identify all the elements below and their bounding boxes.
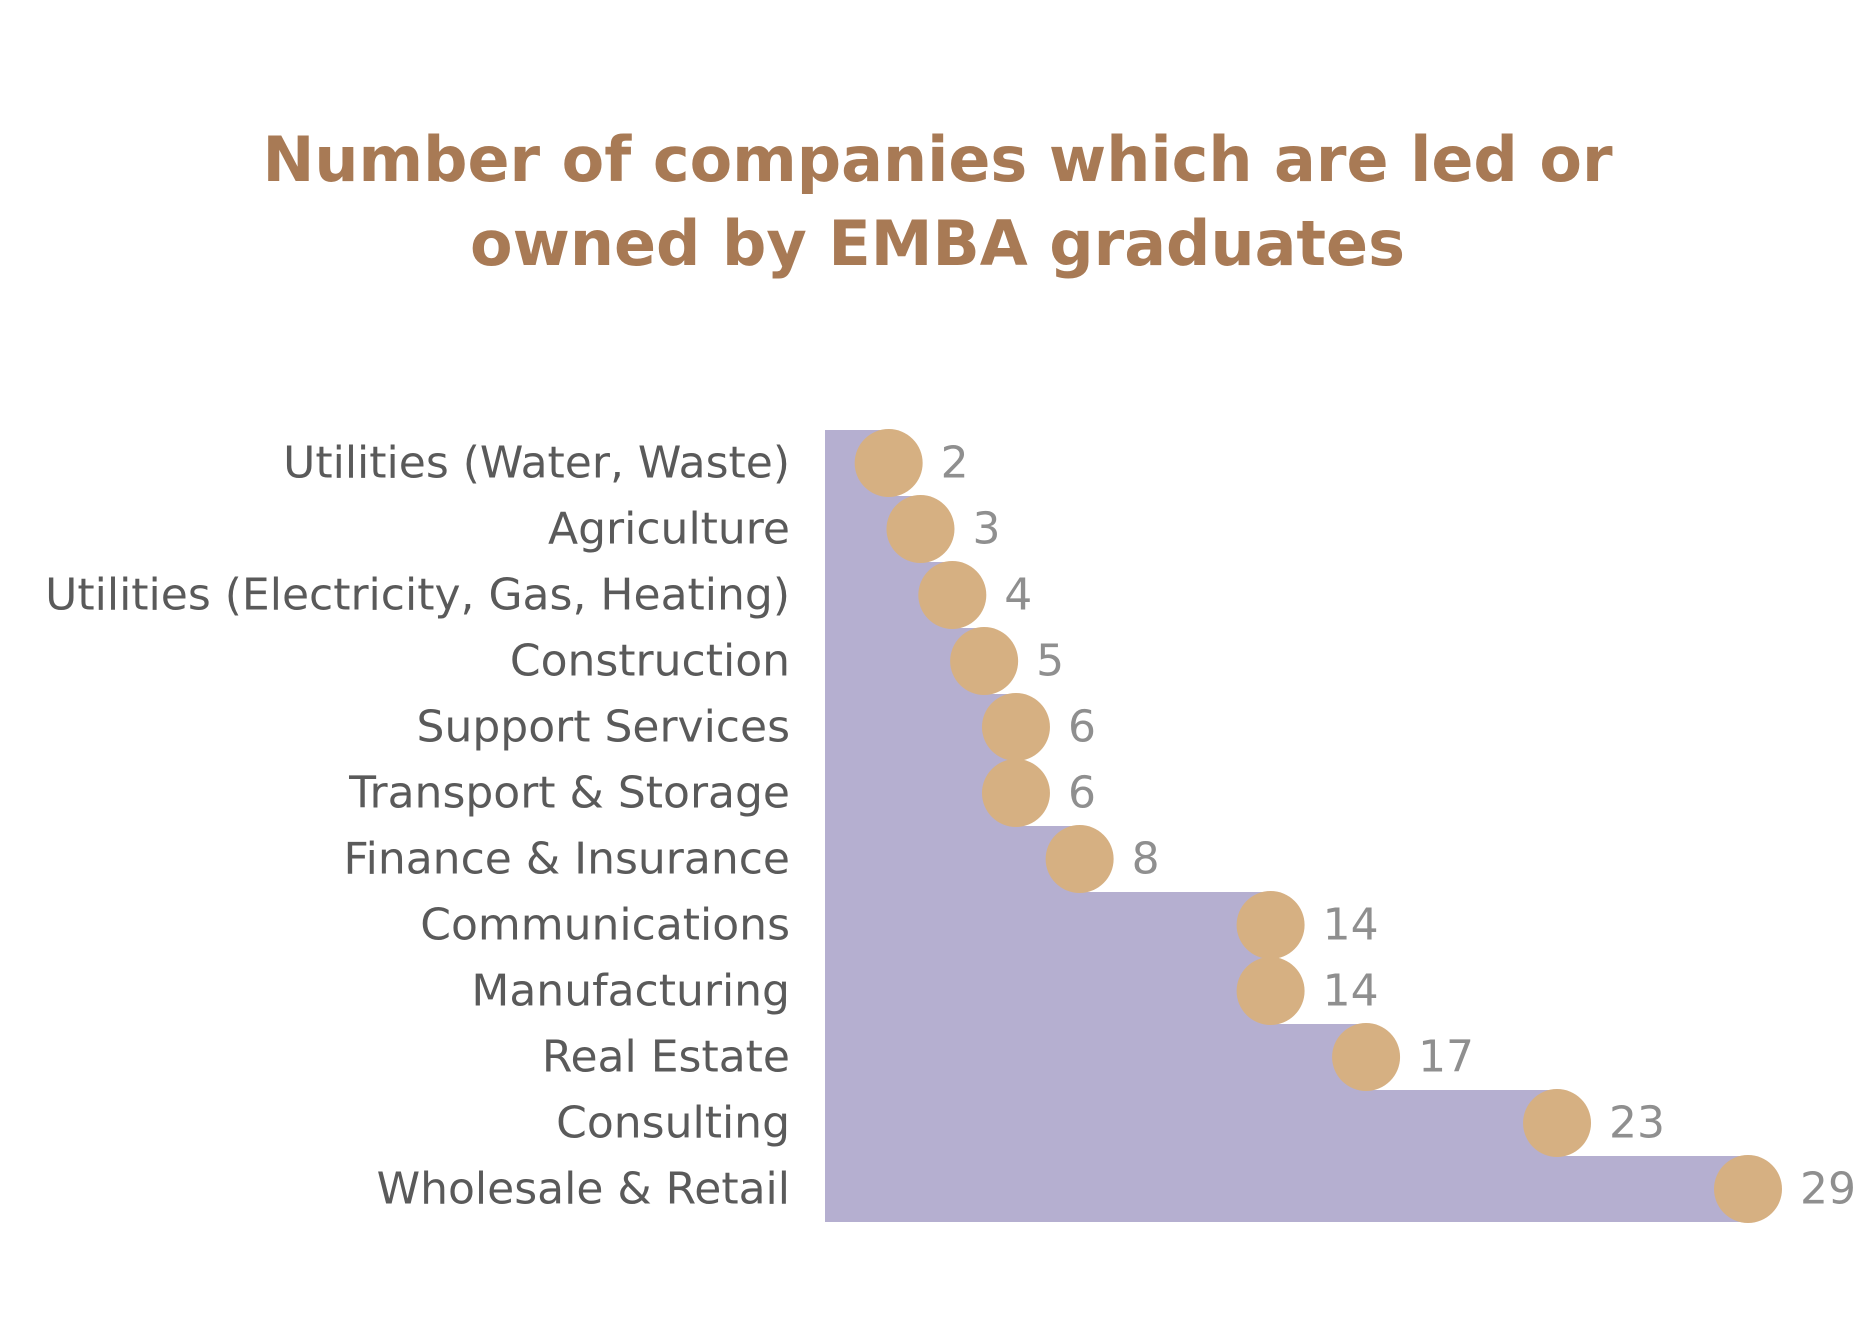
data-point-marker: [918, 561, 987, 629]
data-value-label: 17: [1418, 1032, 1474, 1083]
category-label: Manufacturing: [471, 966, 790, 1017]
category-label: Communications: [420, 900, 790, 951]
chart-title-line-1: Number of companies which are led or: [262, 123, 1613, 196]
category-label: Support Services: [417, 702, 790, 753]
category-label: Utilities (Electricity, Gas, Heating): [45, 570, 790, 621]
data-point-marker: [854, 429, 923, 497]
category-label: Real Estate: [542, 1032, 790, 1083]
marker-layer: [854, 429, 1782, 1223]
data-value-label: 2: [941, 438, 969, 489]
label-layer: 2 Utilities (Water, Waste) 3 Agriculture 4 Ut…: [45, 438, 1856, 1215]
data-point-marker: [1332, 1023, 1401, 1091]
data-point-marker: [1523, 1089, 1592, 1157]
data-value-label: 6: [1068, 702, 1096, 753]
category-label: Utilities (Water, Waste): [283, 438, 790, 489]
data-point-marker: [981, 759, 1050, 827]
data-value-label: 3: [972, 504, 1000, 555]
data-point-marker: [1236, 891, 1305, 959]
data-value-label: 4: [1004, 570, 1032, 621]
category-label: Agriculture: [548, 504, 790, 555]
data-value-label: 6: [1068, 768, 1096, 819]
data-point-marker: [1045, 825, 1114, 893]
category-label: Wholesale & Retail: [377, 1164, 790, 1215]
data-value-label: 29: [1800, 1164, 1856, 1215]
data-value-label: 8: [1132, 834, 1160, 885]
category-label: Transport & Storage: [348, 768, 790, 819]
category-label: Consulting: [556, 1098, 790, 1149]
category-label: Construction: [510, 636, 790, 687]
category-label: Finance & Insurance: [344, 834, 791, 885]
data-value-label: 14: [1323, 900, 1379, 951]
chart-title-line-2: owned by EMBA graduates: [469, 207, 1406, 280]
data-point-marker: [886, 495, 955, 563]
data-point-marker: [1236, 957, 1305, 1025]
step-area: [825, 430, 1748, 1222]
data-point-marker: [950, 627, 1019, 695]
data-value-label: 5: [1036, 636, 1064, 687]
data-point-marker: [981, 693, 1050, 761]
data-value-label: 23: [1609, 1098, 1665, 1149]
data-value-label: 14: [1323, 966, 1379, 1017]
data-point-marker: [1714, 1155, 1782, 1223]
chart-title: Number of companies which are led or own…: [0, 118, 1875, 286]
area-layer: [825, 430, 1748, 1222]
